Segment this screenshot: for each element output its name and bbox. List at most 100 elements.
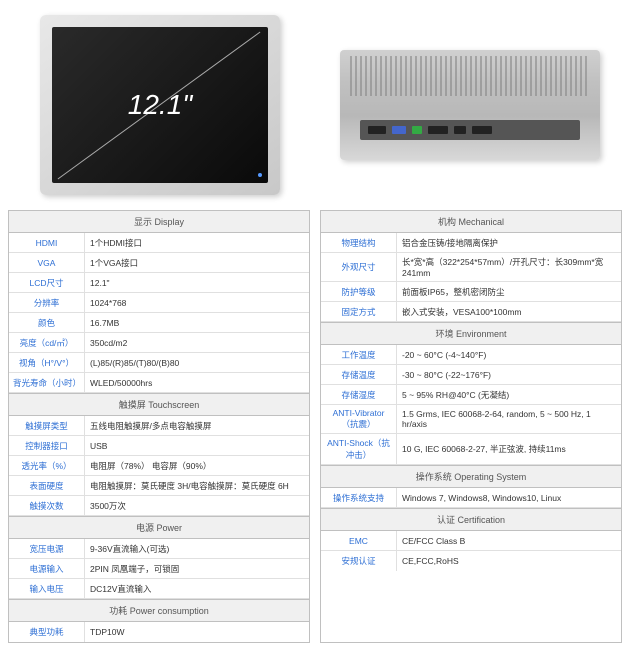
spec-value: 9-36V直流输入(可选) bbox=[85, 539, 309, 558]
spec-row: 颜色16.7MB bbox=[9, 313, 309, 333]
spec-row: 透光率（%）电阻屏（78%） 电容屏（90%） bbox=[9, 456, 309, 476]
spec-row: 安规认证CE,FCC,RoHS bbox=[321, 551, 621, 571]
spec-row: 分辨率1024*768 bbox=[9, 293, 309, 313]
spec-value: 电阻触摸屏：莫氏硬度 3H/电容触摸屏：莫氏硬度 6H bbox=[85, 476, 309, 495]
spec-label: 透光率（%） bbox=[9, 456, 85, 475]
spec-value: USB bbox=[85, 436, 309, 455]
spec-columns: 显示 DisplayHDMI1个HDMI接口VGA1个VGA接口LCD尺寸12.… bbox=[0, 210, 630, 653]
spec-value: (L)85/(R)85/(T)80/(B)80 bbox=[85, 353, 309, 372]
spec-row: LCD尺寸12.1" bbox=[9, 273, 309, 293]
spec-row: 宽压电源9-36V直流输入(可选) bbox=[9, 539, 309, 559]
spec-row: 触摸次数3500万次 bbox=[9, 496, 309, 516]
power-led-icon bbox=[258, 173, 262, 177]
section-header: 功耗 Power consumption bbox=[9, 599, 309, 622]
spec-label: VGA bbox=[9, 253, 85, 272]
section-header: 显示 Display bbox=[9, 211, 309, 233]
spec-value: 10 G, IEC 60068-2-27, 半正弦波, 持续11ms bbox=[397, 434, 621, 464]
spec-row: VGA1个VGA接口 bbox=[9, 253, 309, 273]
spec-label: HDMI bbox=[9, 233, 85, 252]
spec-label: LCD尺寸 bbox=[9, 273, 85, 292]
spec-value: 铝合金压铸/接地隔离保护 bbox=[397, 233, 621, 252]
spec-row: HDMI1个HDMI接口 bbox=[9, 233, 309, 253]
spec-label: 防护等级 bbox=[321, 282, 397, 301]
spec-value: 1个VGA接口 bbox=[85, 253, 309, 272]
spec-label: 安规认证 bbox=[321, 551, 397, 571]
spec-label: 亮度（cd/㎡） bbox=[9, 333, 85, 352]
spec-row: ANTI-Vibrator（抗震）1.5 Grms, IEC 60068-2-6… bbox=[321, 405, 621, 434]
spec-value: 16.7MB bbox=[85, 313, 309, 332]
spec-column-right: 机构 Mechanical物理结构铝合金压铸/接地隔离保护外观尺寸长*宽*高（3… bbox=[320, 210, 622, 643]
spec-value: Windows 7, Windows8, Windows10, Linux bbox=[397, 488, 621, 507]
spec-value: 12.1" bbox=[85, 273, 309, 292]
spec-label: 典型功耗 bbox=[9, 622, 85, 642]
vent-slots-icon bbox=[350, 56, 590, 96]
monitor-front-view: 12.1" bbox=[40, 15, 280, 195]
spec-row: 存储湿度5 ~ 95% RH@40°C (无凝结) bbox=[321, 385, 621, 405]
spec-value: 2PIN 凤凰端子，可锁固 bbox=[85, 559, 309, 578]
spec-label: ANTI-Vibrator（抗震） bbox=[321, 405, 397, 433]
spec-column-left: 显示 DisplayHDMI1个HDMI接口VGA1个VGA接口LCD尺寸12.… bbox=[8, 210, 310, 643]
spec-value: 长*宽*高（322*254*57mm）/开孔尺寸：长309mm*宽241mm bbox=[397, 253, 621, 281]
spec-row: 物理结构铝合金压铸/接地隔离保护 bbox=[321, 233, 621, 253]
spec-value: -20 ~ 60°C (-4~140°F) bbox=[397, 345, 621, 364]
spec-label: EMC bbox=[321, 531, 397, 550]
spec-value: 电阻屏（78%） 电容屏（90%） bbox=[85, 456, 309, 475]
spec-label: 颜色 bbox=[9, 313, 85, 332]
spec-value: 1个HDMI接口 bbox=[85, 233, 309, 252]
section-header: 操作系统 Operating System bbox=[321, 465, 621, 488]
spec-label: 存储温度 bbox=[321, 365, 397, 384]
spec-value: 1024*768 bbox=[85, 293, 309, 312]
spec-label: 存储湿度 bbox=[321, 385, 397, 404]
spec-row: 固定方式嵌入式安装，VESA100*100mm bbox=[321, 302, 621, 322]
spec-row: ANTI-Shock（抗冲击）10 G, IEC 60068-2-27, 半正弦… bbox=[321, 434, 621, 465]
io-ports bbox=[360, 120, 580, 140]
spec-row: 触摸屏类型五线电阻触摸屏/多点电容触摸屏 bbox=[9, 416, 309, 436]
spec-row: 防护等级前面板IP65，整机密闭防尘 bbox=[321, 282, 621, 302]
spec-label: 控制器接口 bbox=[9, 436, 85, 455]
spec-row: 外观尺寸长*宽*高（322*254*57mm）/开孔尺寸：长309mm*宽241… bbox=[321, 253, 621, 282]
spec-row: 操作系统支持Windows 7, Windows8, Windows10, Li… bbox=[321, 488, 621, 508]
spec-label: 分辨率 bbox=[9, 293, 85, 312]
spec-label: 操作系统支持 bbox=[321, 488, 397, 507]
spec-label: 宽压电源 bbox=[9, 539, 85, 558]
section-header: 环境 Environment bbox=[321, 322, 621, 345]
section-header: 认证 Certification bbox=[321, 508, 621, 531]
section-header: 触摸屏 Touchscreen bbox=[9, 393, 309, 416]
spec-row: 视角（H°/V°）(L)85/(R)85/(T)80/(B)80 bbox=[9, 353, 309, 373]
spec-value: 3500万次 bbox=[85, 496, 309, 515]
spec-value: WLED/50000hrs bbox=[85, 373, 309, 392]
spec-label: 背光寿命（小时） bbox=[9, 373, 85, 392]
spec-row: 典型功耗TDP10W bbox=[9, 622, 309, 642]
spec-label: 外观尺寸 bbox=[321, 253, 397, 281]
spec-value: 5 ~ 95% RH@40°C (无凝结) bbox=[397, 385, 621, 404]
spec-row: 背光寿命（小时）WLED/50000hrs bbox=[9, 373, 309, 393]
spec-row: 输入电压DC12V直流输入 bbox=[9, 579, 309, 599]
spec-row: 电源输入2PIN 凤凰端子，可锁固 bbox=[9, 559, 309, 579]
spec-value: 350cd/m2 bbox=[85, 333, 309, 352]
spec-row: 控制器接口USB bbox=[9, 436, 309, 456]
section-header: 机构 Mechanical bbox=[321, 211, 621, 233]
spec-value: CE/FCC Class B bbox=[397, 531, 621, 550]
spec-value: 五线电阻触摸屏/多点电容触摸屏 bbox=[85, 416, 309, 435]
spec-value: 嵌入式安装，VESA100*100mm bbox=[397, 302, 621, 321]
spec-row: EMCCE/FCC Class B bbox=[321, 531, 621, 551]
spec-label: 触摸次数 bbox=[9, 496, 85, 515]
product-images-row: 12.1" bbox=[0, 0, 630, 210]
spec-label: 电源输入 bbox=[9, 559, 85, 578]
spec-value: TDP10W bbox=[85, 622, 309, 642]
spec-row: 亮度（cd/㎡）350cd/m2 bbox=[9, 333, 309, 353]
spec-row: 工作温度-20 ~ 60°C (-4~140°F) bbox=[321, 345, 621, 365]
spec-label: 触摸屏类型 bbox=[9, 416, 85, 435]
spec-value: 1.5 Grms, IEC 60068-2-64, random, 5 ~ 50… bbox=[397, 405, 621, 433]
spec-label: 工作温度 bbox=[321, 345, 397, 364]
spec-label: ANTI-Shock（抗冲击） bbox=[321, 434, 397, 464]
spec-label: 固定方式 bbox=[321, 302, 397, 321]
spec-value: DC12V直流输入 bbox=[85, 579, 309, 598]
spec-row: 存储温度-30 ~ 80°C (-22~176°F) bbox=[321, 365, 621, 385]
monitor-back-view bbox=[340, 50, 600, 160]
spec-label: 物理结构 bbox=[321, 233, 397, 252]
spec-value: 前面板IP65，整机密闭防尘 bbox=[397, 282, 621, 301]
spec-label: 输入电压 bbox=[9, 579, 85, 598]
spec-value: CE,FCC,RoHS bbox=[397, 551, 621, 571]
screen-size-label: 12.1" bbox=[128, 89, 192, 121]
